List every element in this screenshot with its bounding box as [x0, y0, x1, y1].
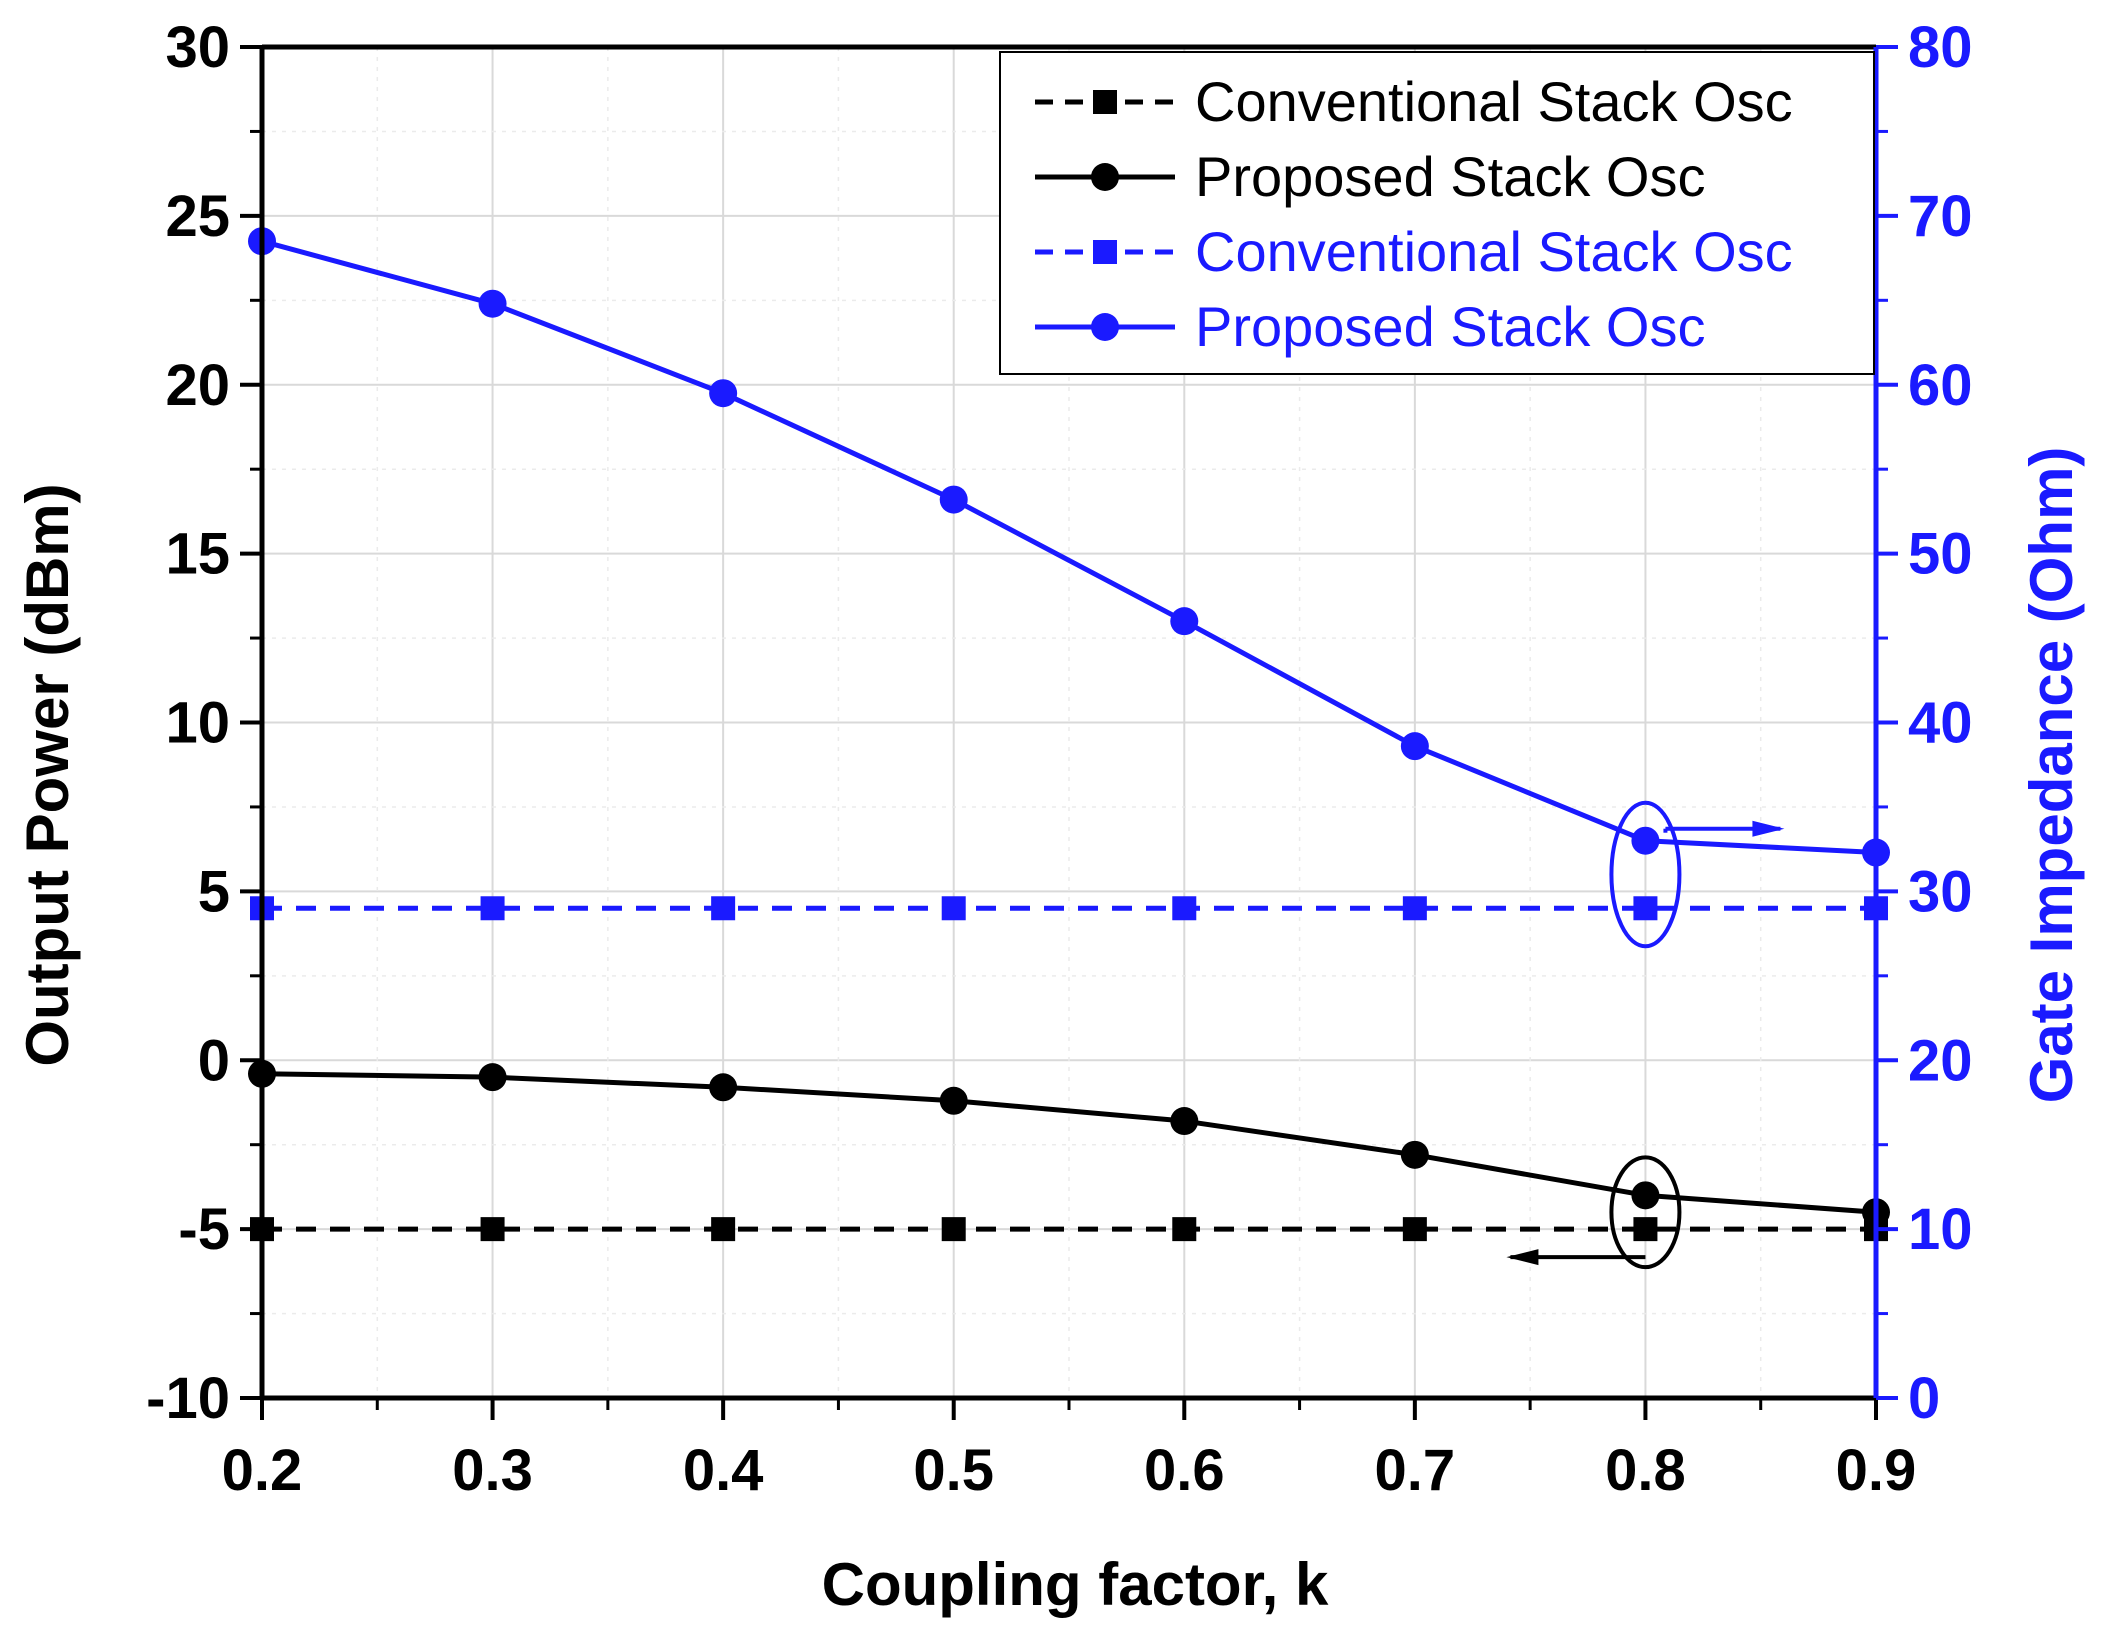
annotation-arrow-right-head: [1752, 820, 1785, 837]
legend-marker-circle: [1091, 313, 1119, 341]
y-right-tick-label: 20: [1908, 1028, 1973, 1093]
y-right-tick-label: 10: [1908, 1197, 1973, 1262]
data-point-square: [711, 1217, 736, 1242]
data-point-square: [1172, 896, 1197, 921]
x-tick-label: 0.6: [1144, 1438, 1225, 1503]
x-tick-label: 0.5: [913, 1438, 994, 1503]
annotation-ellipse: [1609, 1155, 1682, 1270]
legend-marker-circle: [1091, 163, 1119, 191]
x-tick-label: 0.4: [683, 1438, 764, 1503]
y-right-tick-label: 50: [1908, 522, 1973, 587]
axes: 0.2 0.3 0.4 0.5 0.6 0.7 0.8 0.9 -10 -5 0 5 10 15 20 25 3…: [146, 15, 1972, 1503]
y-left-tick-label: 5: [198, 859, 230, 924]
y-left-tick-label: -5: [178, 1197, 230, 1262]
y-left-tick-label: 15: [165, 522, 230, 587]
legend-marker-square: [1093, 240, 1117, 264]
data-point-circle: [709, 379, 738, 408]
y-axis-left-title: Output Power (dBm): [14, 483, 81, 1066]
y-right-tick-label: 60: [1908, 353, 1973, 418]
y-right-tick-label: 0: [1908, 1366, 1940, 1431]
legend-label-4: Proposed Stack Osc: [1195, 295, 1705, 358]
legend-label-3: Conventional Stack Osc: [1195, 220, 1793, 283]
y-left-tick-label: -10: [146, 1366, 230, 1431]
y-left-tick-label: 0: [198, 1028, 230, 1093]
annotation-ellipse: [1609, 800, 1682, 949]
y-right-tick-label: 70: [1908, 184, 1973, 249]
y-right-tick-label: 40: [1908, 691, 1973, 756]
series-layer: [248, 227, 1890, 1242]
annotation-arrow-left-head: [1506, 1249, 1539, 1266]
y-left-tick-label: 25: [165, 184, 230, 249]
legend-label-1: Conventional Stack Osc: [1195, 70, 1793, 133]
series-line-2: [261, 1071, 1877, 1215]
data-point-circle: [1631, 1181, 1660, 1210]
data-point-square: [1402, 896, 1427, 921]
data-point-square: [941, 1217, 966, 1242]
data-point-circle: [478, 1063, 507, 1092]
x-tick-label: 0.9: [1836, 1438, 1917, 1503]
data-point-square: [1172, 1217, 1197, 1242]
legend-marker-square: [1093, 90, 1117, 114]
x-tick-label: 0.2: [222, 1438, 303, 1503]
y-axis-right-title: Gate Impedance (Ohm): [2018, 447, 2085, 1104]
data-point-circle: [1400, 1140, 1429, 1169]
x-tick-label: 0.3: [452, 1438, 533, 1503]
grid: [262, 47, 1876, 1398]
y-left-tick-label: 30: [165, 15, 230, 80]
x-tick-label: 0.7: [1375, 1438, 1456, 1503]
data-point-square: [711, 896, 736, 921]
data-point-square: [1402, 1217, 1427, 1242]
legend-box: [999, 51, 1875, 375]
data-point-circle: [478, 289, 507, 318]
y-right-tick-label: 80: [1908, 15, 1973, 80]
data-point-square: [480, 1217, 505, 1242]
data-point-square: [941, 896, 966, 921]
x-tick-label: 0.8: [1605, 1438, 1686, 1503]
y-right-tick-label: 30: [1908, 859, 1973, 924]
annotation-layer: [1506, 800, 1785, 1270]
data-point-circle: [939, 485, 968, 514]
x-axis-title: Coupling factor, k: [822, 1551, 1329, 1618]
y-left-tick-label: 20: [165, 353, 230, 418]
data-point-square: [480, 896, 505, 921]
y-left-tick-label: 10: [165, 691, 230, 756]
data-point-circle: [1400, 732, 1429, 761]
data-point-circle: [939, 1086, 968, 1115]
legend-label-2: Proposed Stack Osc: [1195, 145, 1705, 208]
data-point-circle: [709, 1073, 738, 1102]
data-point-square: [1633, 1217, 1658, 1242]
legend: Conventional Stack Osc Proposed Stack Osc…: [999, 51, 1875, 375]
data-point-circle: [1170, 1107, 1199, 1136]
data-point-circle: [1631, 826, 1660, 855]
data-point-circle: [1170, 607, 1199, 636]
series-line-4: [261, 238, 1877, 856]
data-point-square: [1633, 896, 1658, 921]
